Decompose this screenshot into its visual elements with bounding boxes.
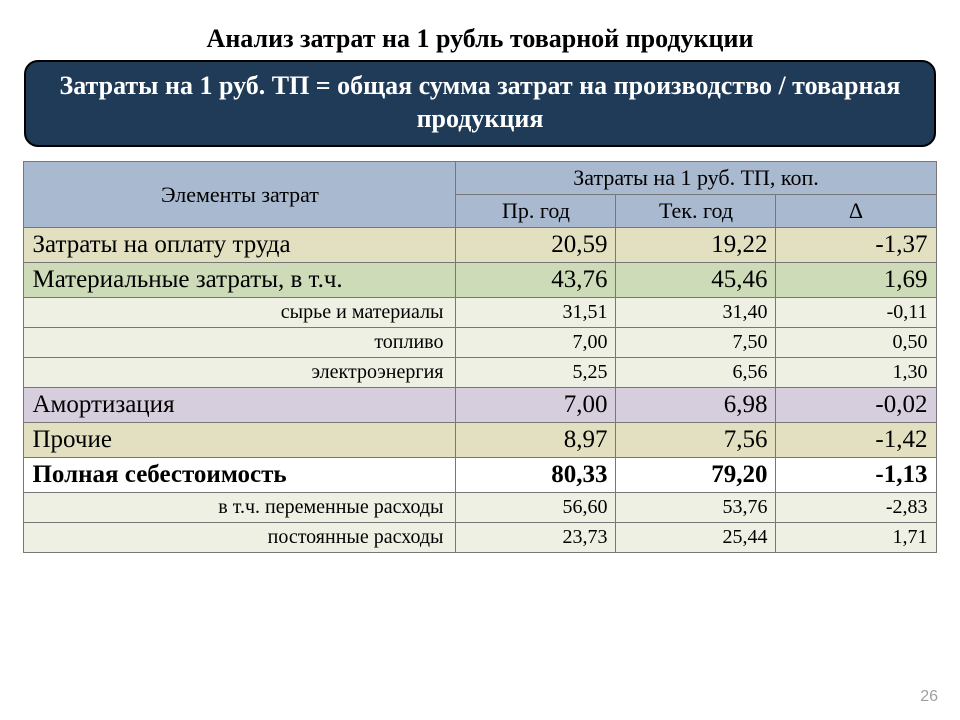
row-label: Амортизация xyxy=(24,388,456,423)
row-label: топливо xyxy=(24,328,456,358)
row-delta: 0,50 xyxy=(776,328,936,358)
table-row: Затраты на оплату труда20,5919,22-1,37 xyxy=(24,228,936,263)
cost-table: Элементы затрат Затраты на 1 руб. ТП, ко… xyxy=(23,161,936,553)
row-label: сырье и материалы xyxy=(24,298,456,328)
row-prev: 8,97 xyxy=(456,423,616,458)
table-body: Затраты на оплату труда20,5919,22-1,37Ма… xyxy=(24,228,936,553)
table-row: сырье и материалы31,5131,40-0,11 xyxy=(24,298,936,328)
row-label: Полная себестоимость xyxy=(24,458,456,493)
row-delta: -0,02 xyxy=(776,388,936,423)
row-delta: 1,71 xyxy=(776,523,936,553)
row-curr: 53,76 xyxy=(616,493,776,523)
row-prev: 20,59 xyxy=(456,228,616,263)
row-delta: 1,30 xyxy=(776,358,936,388)
col-curr: Тек. год xyxy=(616,195,776,228)
row-label: Затраты на оплату труда xyxy=(24,228,456,263)
row-prev: 7,00 xyxy=(456,388,616,423)
row-curr: 7,56 xyxy=(616,423,776,458)
col-prev: Пр. год xyxy=(456,195,616,228)
col-elements: Элементы затрат xyxy=(24,162,456,228)
row-delta: 1,69 xyxy=(776,263,936,298)
row-curr: 25,44 xyxy=(616,523,776,553)
row-prev: 23,73 xyxy=(456,523,616,553)
row-curr: 6,56 xyxy=(616,358,776,388)
table-row: Материальные затраты, в т.ч.43,7645,461,… xyxy=(24,263,936,298)
row-label: постоянные расходы xyxy=(24,523,456,553)
table-row: Амортизация7,006,98-0,02 xyxy=(24,388,936,423)
row-curr: 7,50 xyxy=(616,328,776,358)
row-curr: 31,40 xyxy=(616,298,776,328)
slide: Анализ затрат на 1 рубль товарной продук… xyxy=(0,0,960,720)
row-delta: -1,37 xyxy=(776,228,936,263)
table-row: в т.ч. переменные расходы56,6053,76-2,83 xyxy=(24,493,936,523)
table-header-row-1: Элементы затрат Затраты на 1 руб. ТП, ко… xyxy=(24,162,936,195)
row-prev: 7,00 xyxy=(456,328,616,358)
row-prev: 5,25 xyxy=(456,358,616,388)
row-prev: 80,33 xyxy=(456,458,616,493)
row-label: Прочие xyxy=(24,423,456,458)
row-label: Материальные затраты, в т.ч. xyxy=(24,263,456,298)
row-label: в т.ч. переменные расходы xyxy=(24,493,456,523)
row-label: электроэнергия xyxy=(24,358,456,388)
table-row: электроэнергия5,256,561,30 xyxy=(24,358,936,388)
row-prev: 31,51 xyxy=(456,298,616,328)
page-number: 26 xyxy=(920,688,938,706)
row-curr: 45,46 xyxy=(616,263,776,298)
row-curr: 79,20 xyxy=(616,458,776,493)
col-group: Затраты на 1 руб. ТП, коп. xyxy=(456,162,936,195)
table-row: постоянные расходы23,7325,441,71 xyxy=(24,523,936,553)
table-row: Полная себестоимость80,3379,20-1,13 xyxy=(24,458,936,493)
table-row: Прочие8,977,56-1,42 xyxy=(24,423,936,458)
page-title: Анализ затрат на 1 рубль товарной продук… xyxy=(16,24,944,54)
row-delta: -0,11 xyxy=(776,298,936,328)
col-delta: ∆ xyxy=(776,195,936,228)
row-curr: 19,22 xyxy=(616,228,776,263)
table-row: топливо7,007,500,50 xyxy=(24,328,936,358)
row-prev: 56,60 xyxy=(456,493,616,523)
row-delta: -2,83 xyxy=(776,493,936,523)
formula-banner: Затраты на 1 руб. ТП = общая сумма затра… xyxy=(24,60,936,147)
row-delta: -1,42 xyxy=(776,423,936,458)
row-prev: 43,76 xyxy=(456,263,616,298)
row-delta: -1,13 xyxy=(776,458,936,493)
row-curr: 6,98 xyxy=(616,388,776,423)
